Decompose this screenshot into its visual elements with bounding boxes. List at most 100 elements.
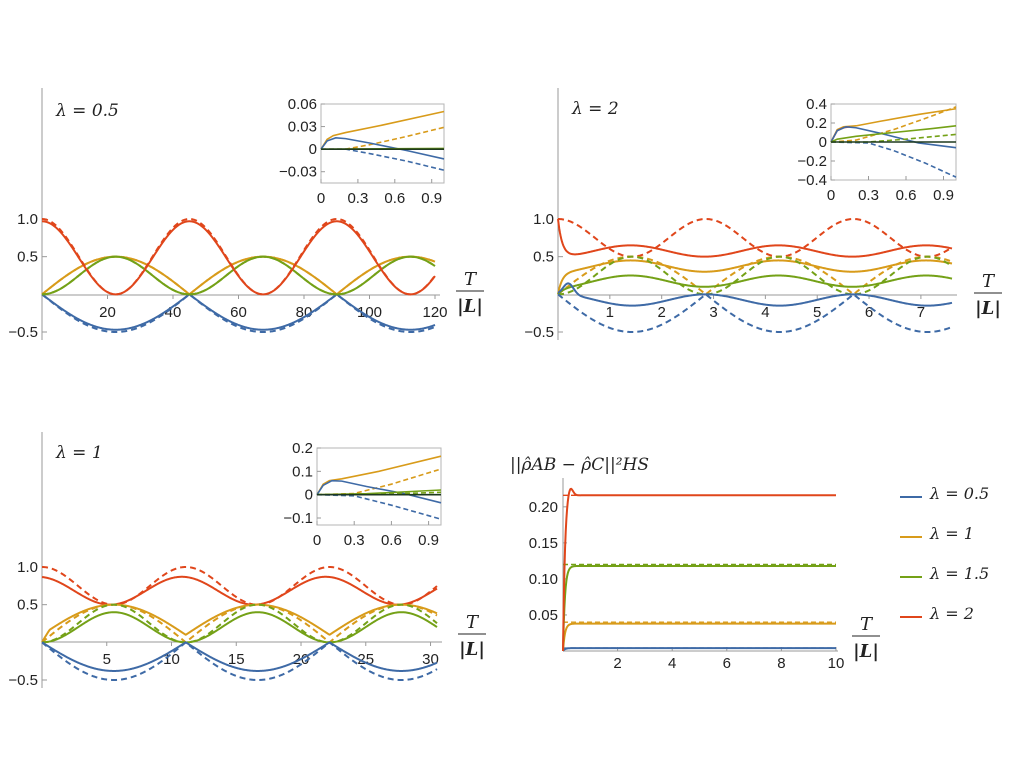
inset: −0.4−0.200.20.40 0.3 0.6 0.9 — [797, 96, 957, 204]
x-axis-label-denominator: |L| — [459, 639, 485, 660]
series-line-green-dashed — [558, 255, 953, 296]
x-tick-label: 6 — [723, 655, 731, 672]
inset-x-tick-label: 0.6 — [384, 190, 405, 207]
y-tick-label: 0.10 — [529, 571, 558, 588]
series-line-blue-solid — [41, 641, 438, 672]
x-tick-label: 120 — [422, 304, 447, 321]
series-line-green-solid — [562, 564, 836, 652]
panel-title: λ = 2 — [571, 99, 619, 119]
legend-label: λ = 1 — [930, 524, 974, 543]
inset-x-tick-label: 0.6 — [381, 532, 402, 549]
y-tick-label: −0.5 — [8, 324, 38, 341]
y-tick-label: 0.20 — [529, 499, 558, 516]
series-line-blue-solid — [557, 282, 953, 307]
x-tick-label: 10 — [163, 651, 180, 668]
legend-label: λ = 2 — [930, 604, 974, 623]
x-tick-label: 2 — [613, 655, 621, 672]
panel-title: λ = 1 — [55, 443, 103, 463]
inset-y-tick-label: 0 — [305, 487, 313, 504]
y-tick-label: −0.5 — [8, 672, 38, 689]
inset-series-line-blue-solid — [830, 125, 957, 149]
legend-swatch — [900, 496, 922, 498]
y-tick-label: 0.5 — [533, 249, 554, 266]
x-axis-label-numerator: T — [860, 614, 874, 635]
inset-y-tick-label: −0.03 — [279, 164, 317, 181]
inset-y-tick-label: 0 — [309, 141, 317, 158]
legend-swatch — [900, 616, 922, 618]
inset-y-tick-label: 0.2 — [806, 115, 827, 132]
inset-x-tick-label: 0.9 — [933, 187, 954, 204]
y-tick-label: 0.05 — [529, 607, 558, 624]
y-tick-label: 1.0 — [17, 211, 38, 228]
series-line-yellow-dashed — [41, 603, 438, 644]
x-tick-label: 10 — [828, 655, 845, 672]
y-tick-label: 1.0 — [17, 559, 38, 576]
series-line-red-dashed — [557, 217, 953, 258]
series-line-yellow-solid — [557, 259, 953, 295]
inset-x-tick-label: 0.6 — [896, 187, 917, 204]
inset-y-tick-label: −0.4 — [797, 172, 827, 189]
series-line-green-solid — [42, 611, 438, 644]
x-tick-label: 60 — [230, 304, 247, 321]
inset-frame — [320, 103, 445, 184]
legend-item-lambda-2: λ = 2 — [900, 604, 1018, 644]
x-tick-label: 2 — [658, 304, 666, 321]
y-tick-label: 1.0 — [533, 211, 554, 228]
y-tick-label: −0.5 — [524, 324, 554, 341]
series-line-red-solid — [562, 487, 836, 652]
series-line-blue-solid — [41, 293, 436, 331]
series-line-red-solid — [41, 575, 438, 606]
series-line-red-dashed — [41, 217, 436, 296]
panel-title: λ = 0.5 — [55, 101, 119, 121]
inset-y-tick-label: −0.1 — [283, 510, 313, 527]
series-line-red-dashed — [41, 566, 438, 606]
x-tick-label: 5 — [813, 304, 821, 321]
legend: λ = 0.5 λ = 1 λ = 1.5 λ = 2 — [900, 484, 1018, 644]
inset-y-tick-label: 0.06 — [288, 96, 317, 113]
y-tick-label: 0.5 — [17, 249, 38, 266]
inset-y-tick-label: 0 — [819, 134, 827, 151]
series-line-yellow-solid — [562, 622, 836, 652]
panel-4: 0.05 0.10 0.15 0.20 2 4 6 8 10 ||ρ̂AB − ρ̂C||²HS T… — [510, 455, 880, 672]
series-line-green-dashed — [42, 603, 438, 644]
panel-title: ||ρ̂AB − ρ̂C||²HS — [510, 455, 649, 475]
legend-label: λ = 0.5 — [930, 484, 990, 503]
inset-x-tick-label: 0.9 — [418, 532, 439, 549]
y-tick-label: 0.15 — [529, 535, 558, 552]
legend-item-lambda-1-5: λ = 1.5 — [900, 564, 1018, 604]
x-axis-label-numerator: T — [982, 271, 996, 292]
x-axis-label-denominator: |L| — [853, 641, 879, 662]
legend-item-lambda-1: λ = 1 — [900, 524, 1018, 564]
y-tick-label: 0.5 — [17, 597, 38, 614]
inset-x-tick-label: 0.9 — [421, 190, 442, 207]
inset-series-line-yellow-dashed — [830, 106, 957, 143]
x-tick-label: 5 — [103, 651, 111, 668]
inset-x-tick-label: 0.3 — [344, 532, 365, 549]
panel-2: −0.50.51.01 2 3 4 5 6 7λ = 2T|L|−0.4−0.200.20.… — [524, 88, 1002, 341]
inset-y-tick-label: −0.2 — [797, 153, 827, 170]
series-line-blue-dashed — [41, 641, 438, 681]
x-tick-label: 20 — [99, 304, 116, 321]
x-tick-label: 15 — [228, 651, 245, 668]
series-line-green-dashed — [42, 255, 436, 296]
inset-series-line-blue-solid — [316, 479, 442, 504]
inset-x-tick-label: 0 — [827, 187, 835, 204]
series-line-yellow-solid — [41, 603, 438, 643]
x-tick-label: 6 — [865, 304, 873, 321]
inset-y-tick-label: 0.2 — [292, 440, 313, 457]
series-line-red-solid — [557, 218, 953, 258]
x-axis-label-denominator: |L| — [457, 296, 483, 317]
inset-x-tick-label: 0.3 — [347, 190, 368, 207]
x-axis-label-numerator: T — [466, 612, 480, 633]
x-tick-label: 4 — [668, 655, 676, 672]
legend-label: λ = 1.5 — [930, 564, 990, 583]
x-tick-label: 1 — [606, 304, 614, 321]
x-tick-label: 3 — [709, 304, 717, 321]
legend-item-lambda-0-5: λ = 0.5 — [900, 484, 1018, 524]
inset-y-tick-label: 0.1 — [292, 463, 313, 480]
series-line-green-solid — [557, 274, 953, 296]
legend-swatch — [900, 576, 922, 578]
